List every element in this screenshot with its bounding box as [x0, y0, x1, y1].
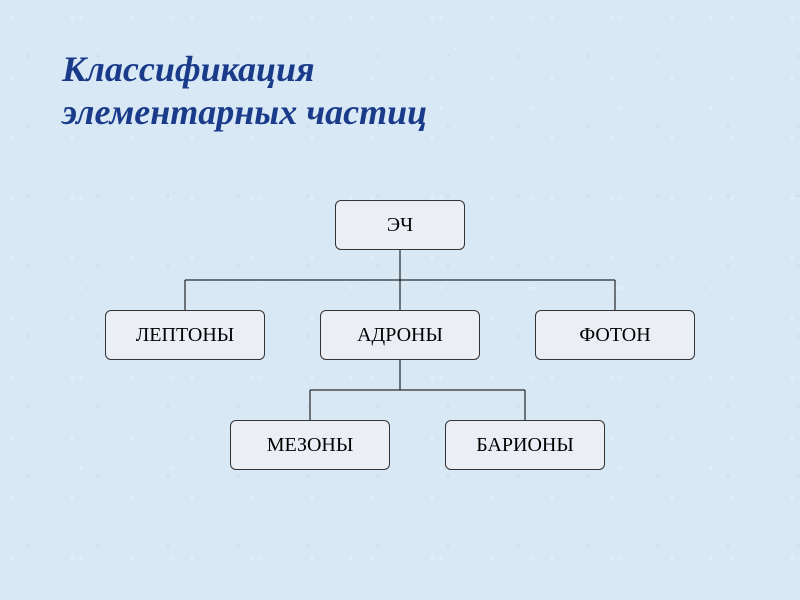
tree-node-leptons: ЛЕПТОНЫ	[105, 310, 265, 360]
tree-node-label: ЭЧ	[387, 214, 413, 237]
particle-tree-diagram: ЭЧ ЛЕПТОНЫ АДРОНЫ ФОТОН МЕЗОНЫ БАРИОНЫ	[105, 200, 695, 480]
tree-node-label: ФОТОН	[579, 324, 650, 347]
tree-node-mesons: МЕЗОНЫ	[230, 420, 390, 470]
tree-node-label: ЛЕПТОНЫ	[136, 324, 235, 347]
tree-node-label: БАРИОНЫ	[476, 434, 574, 457]
tree-node-label: МЕЗОНЫ	[267, 434, 354, 457]
title-line-1: Классификация	[62, 49, 315, 89]
tree-node-label: АДРОНЫ	[357, 324, 443, 347]
title-line-2: элементарных частиц	[62, 92, 427, 132]
tree-node-hadrons: АДРОНЫ	[320, 310, 480, 360]
tree-node-baryons: БАРИОНЫ	[445, 420, 605, 470]
tree-node-root: ЭЧ	[335, 200, 465, 250]
page-title: Классификация элементарных частиц	[62, 48, 427, 134]
tree-node-photon: ФОТОН	[535, 310, 695, 360]
